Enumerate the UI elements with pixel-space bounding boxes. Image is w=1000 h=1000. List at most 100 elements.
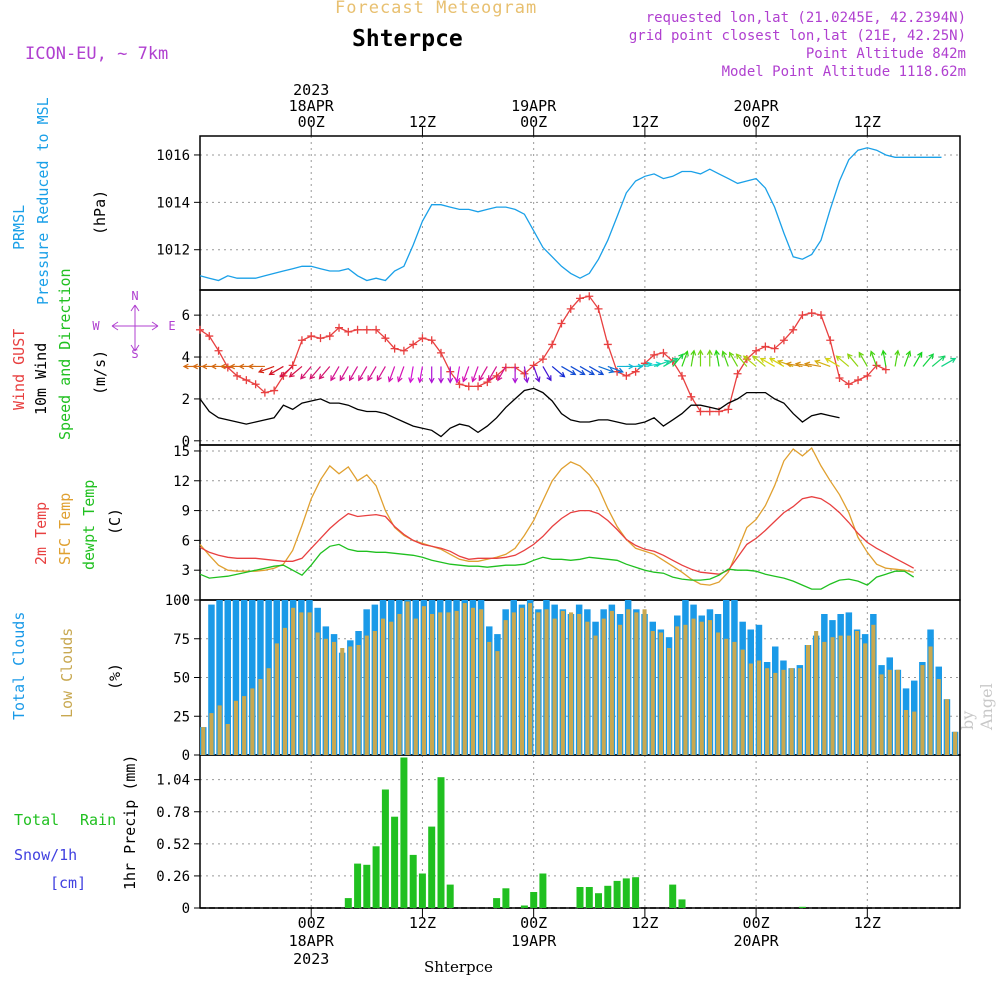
rain-bar	[354, 863, 362, 908]
temperature-ytick-label: 3	[182, 563, 190, 579]
wind-arrow	[769, 357, 785, 367]
low-cloud-bar	[577, 614, 582, 755]
rain-bar	[437, 777, 445, 908]
requested-coords: requested lon,lat (21.0245E, 42.2394N)	[645, 10, 966, 26]
wind-arrow-head	[735, 353, 742, 360]
gust-mark	[205, 332, 214, 341]
wind-arrow	[743, 355, 757, 367]
gust-mark	[724, 405, 733, 414]
low-cloud-bar	[936, 679, 941, 755]
low-cloud-bar	[560, 610, 565, 755]
total-cloud-bar	[216, 600, 223, 755]
wind-arrow-head	[579, 369, 586, 376]
low-cloud-bar	[323, 638, 328, 756]
wind-arrow	[903, 351, 911, 367]
low-cloud-bar	[756, 660, 761, 755]
gust-mark	[233, 371, 242, 380]
rain-bar	[613, 880, 621, 908]
wind-arrow-head	[759, 357, 766, 364]
wind-dir-label: Speed and Direction	[56, 268, 74, 440]
wind-arrow	[941, 357, 956, 367]
wind-arrow-head	[268, 369, 275, 376]
low-cloud-bar	[544, 609, 549, 755]
low-cloud-bar	[233, 700, 238, 756]
low-cloud-bar	[479, 609, 484, 755]
gust-mark	[297, 336, 306, 345]
wind-arrow-head	[210, 363, 217, 370]
precip-ytick-label: 0.26	[156, 869, 190, 885]
gust-mark	[835, 373, 844, 382]
low-cloud-bar	[740, 649, 745, 755]
low-cloud-bar	[511, 612, 516, 755]
rain-bar	[622, 878, 630, 908]
wind-ytick-label: 6	[182, 308, 190, 324]
gust-mark	[436, 348, 445, 357]
wind-arrow-head	[192, 363, 198, 370]
gust-mark	[770, 344, 779, 353]
bottom-time-label: 12Z	[631, 914, 658, 932]
wind-arrow-head	[683, 350, 689, 357]
gust-mark	[779, 336, 788, 345]
temperature-ytick-label: 12	[173, 474, 190, 490]
bottom-time-label: 00Z	[520, 914, 547, 932]
wind-arrow-head	[742, 355, 749, 362]
low-cloud-bar	[601, 618, 606, 755]
low-cloud-bar	[797, 668, 802, 755]
wind-arrow-head	[417, 377, 424, 384]
wind-arrow-head	[939, 355, 946, 362]
wind-arrow	[497, 366, 507, 381]
wind-arrow	[815, 360, 831, 368]
gust-mark	[418, 334, 427, 343]
gust-mark	[307, 332, 316, 341]
low-cloud-bar	[397, 614, 402, 755]
wind-arrow	[523, 366, 528, 383]
product-title: Forecast Meteogram	[335, 0, 538, 18]
wind-arrow-head	[690, 349, 697, 356]
wind-arrow-head	[917, 351, 923, 358]
wind-arrow-head	[803, 361, 811, 368]
rain-bar	[391, 816, 399, 908]
dewpt-line	[199, 543, 915, 590]
gust-mark	[576, 294, 584, 303]
top-time-label: 12Z	[631, 113, 658, 131]
rain-bar	[632, 877, 640, 908]
wind-arrow	[542, 366, 552, 381]
wind-arrow-head	[794, 361, 801, 368]
wind-arrow-head	[814, 359, 821, 366]
bottom-time-label: 00Z	[298, 914, 325, 932]
low-cloud-bar	[683, 624, 688, 755]
low-cloud-bar	[209, 713, 214, 755]
wind-arrow-head	[728, 351, 735, 358]
wind-arrow	[409, 366, 414, 383]
wind-arrow-head	[182, 363, 189, 370]
low-cloud-bar	[340, 648, 345, 755]
pressure-label-2: Pressure Reduced to MSL	[34, 97, 52, 305]
low-cloud-bar	[282, 627, 287, 755]
top-time-label: 18APR	[289, 97, 335, 115]
wind-arrow-head	[462, 376, 468, 383]
temperature-ytick-label: 6	[182, 533, 190, 549]
wind-arrow-head	[309, 373, 316, 380]
wind-arrow	[319, 366, 331, 380]
gust-mark	[260, 388, 269, 397]
low-cloud-bar	[536, 612, 541, 755]
low-cloud-bar	[846, 635, 851, 755]
wind-arrow	[462, 366, 470, 382]
rain-label: Rain	[80, 811, 116, 829]
rain-bar	[585, 887, 593, 908]
low-cloud-bar	[569, 612, 574, 755]
wind-arrow-head	[300, 373, 306, 380]
wind-arrow	[690, 350, 695, 367]
rain-total-label: Total	[14, 811, 59, 829]
wind-arrow-head	[835, 355, 842, 362]
gust-mark	[251, 380, 260, 389]
low-cloud-bar	[814, 631, 819, 755]
total-cloud-bar	[249, 600, 256, 755]
low-cloud-bar	[291, 607, 296, 756]
wind-arrow-head	[428, 377, 435, 384]
wind-arrow	[894, 350, 899, 367]
gust-mark	[863, 371, 872, 380]
low-cloud-bar	[773, 672, 778, 755]
low-cloud-bar	[765, 668, 770, 755]
wind-arrow	[598, 365, 614, 373]
